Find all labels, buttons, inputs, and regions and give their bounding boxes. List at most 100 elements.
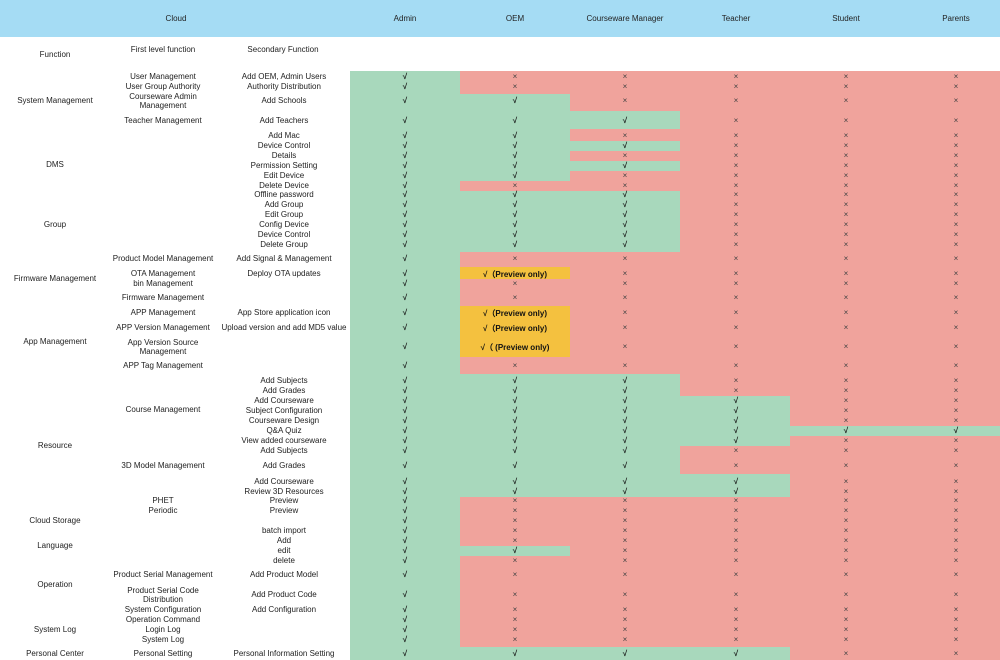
allowed-mark: √: [402, 376, 408, 385]
secondary-function-label: batch import: [261, 526, 307, 535]
first-level-function-label: Firmware Management: [121, 293, 205, 302]
denied-mark: ×: [953, 446, 959, 455]
allowed-mark: √: [512, 161, 518, 170]
allowed-mark: √: [843, 426, 849, 435]
allowed-mark: √: [402, 220, 408, 229]
denied-mark: ×: [622, 605, 628, 614]
allowed-mark: √: [512, 240, 518, 249]
preview-only-mark: √（Preview only): [483, 309, 547, 318]
denied-mark: ×: [953, 131, 959, 140]
denied-mark: ×: [953, 590, 959, 599]
allowed-mark: √: [402, 635, 408, 644]
denied-mark: ×: [843, 279, 849, 288]
permission-cell: [680, 71, 791, 396]
denied-mark: ×: [953, 436, 959, 445]
permission-cell: [680, 446, 791, 474]
allowed-mark: √: [733, 426, 739, 435]
permission-cell: [460, 321, 570, 338]
allowed-mark: √: [402, 536, 408, 545]
allowed-mark: √: [622, 190, 628, 199]
secondary-function-label: Add Subjects: [260, 376, 308, 385]
denied-mark: ×: [953, 82, 959, 91]
first-level-function-label: Product Serial Code Distribution: [127, 586, 199, 604]
denied-mark: ×: [622, 151, 628, 160]
denied-mark: ×: [843, 477, 849, 486]
denied-mark: ×: [512, 254, 518, 263]
function-group-label: Operation: [37, 580, 73, 589]
allowed-mark: √: [733, 406, 739, 415]
denied-mark: ×: [733, 376, 739, 385]
denied-mark: ×: [953, 487, 959, 496]
allowed-mark: √: [512, 546, 518, 555]
allowed-mark: √: [402, 570, 408, 579]
denied-mark: ×: [843, 151, 849, 160]
denied-mark: ×: [733, 361, 739, 370]
secondary-function-label: Authority Distribution: [247, 82, 321, 91]
denied-mark: ×: [622, 181, 628, 190]
denied-mark: ×: [843, 416, 849, 425]
denied-mark: ×: [953, 406, 959, 415]
permission-cell: [460, 556, 571, 647]
allowed-mark: √: [512, 96, 518, 105]
first-level-function-label: Teacher Management: [124, 116, 202, 125]
allowed-mark: √: [622, 161, 628, 170]
denied-mark: ×: [953, 605, 959, 614]
function-group-label: Resource: [37, 441, 73, 450]
permission-cell: [460, 647, 571, 660]
denied-mark: ×: [733, 570, 739, 579]
allowed-mark: √: [512, 151, 518, 160]
denied-mark: ×: [843, 396, 849, 405]
allowed-mark: √: [733, 649, 739, 658]
permission-cell: [570, 497, 681, 647]
denied-mark: ×: [622, 590, 628, 599]
permission-cell: [570, 374, 681, 497]
denied-mark: ×: [733, 200, 739, 209]
allowed-mark: √: [402, 516, 408, 525]
secondary-function-label: Add Grades: [262, 461, 306, 470]
denied-mark: ×: [953, 386, 959, 395]
denied-mark: ×: [622, 279, 628, 288]
denied-mark: ×: [843, 546, 849, 555]
denied-mark: ×: [733, 190, 739, 199]
allowed-mark: √: [622, 141, 628, 150]
secondary-function-label: Courseware Design: [248, 416, 320, 425]
denied-mark: ×: [843, 386, 849, 395]
denied-mark: ×: [953, 615, 959, 624]
denied-mark: ×: [843, 116, 849, 125]
denied-mark: ×: [512, 181, 518, 190]
denied-mark: ×: [622, 361, 628, 370]
allowed-mark: √: [512, 171, 518, 180]
allowed-mark: √: [622, 396, 628, 405]
permission-cell: [460, 279, 571, 306]
denied-mark: ×: [843, 376, 849, 385]
allowed-mark: √: [622, 426, 628, 435]
allowed-mark: √: [512, 487, 518, 496]
permission-cell: [460, 357, 571, 374]
allowed-mark: √: [622, 230, 628, 239]
permission-cell: [680, 647, 791, 660]
allowed-mark: √: [953, 426, 959, 435]
allowed-mark: √: [402, 406, 408, 415]
denied-mark: ×: [733, 279, 739, 288]
denied-mark: ×: [953, 141, 959, 150]
allowed-mark: √: [512, 386, 518, 395]
allowed-mark: √: [402, 590, 408, 599]
denied-mark: ×: [733, 461, 739, 470]
allowed-mark: √: [512, 477, 518, 486]
secondary-function-label: Device Control: [257, 141, 311, 150]
denied-mark: ×: [622, 96, 628, 105]
allowed-mark: √: [402, 230, 408, 239]
denied-mark: ×: [733, 605, 739, 614]
header-role-courseware-manager: Courseware Manager: [586, 14, 664, 23]
denied-mark: ×: [512, 279, 518, 288]
permission-cell: [460, 338, 570, 357]
denied-mark: ×: [733, 161, 739, 170]
allowed-mark: √: [512, 131, 518, 140]
denied-mark: ×: [953, 649, 959, 658]
permission-cell: [460, 181, 571, 191]
secondary-function-label: Details: [271, 151, 297, 160]
denied-mark: ×: [843, 487, 849, 496]
function-group-label: Personal Center: [26, 649, 84, 658]
allowed-mark: √: [733, 487, 739, 496]
denied-mark: ×: [843, 649, 849, 658]
